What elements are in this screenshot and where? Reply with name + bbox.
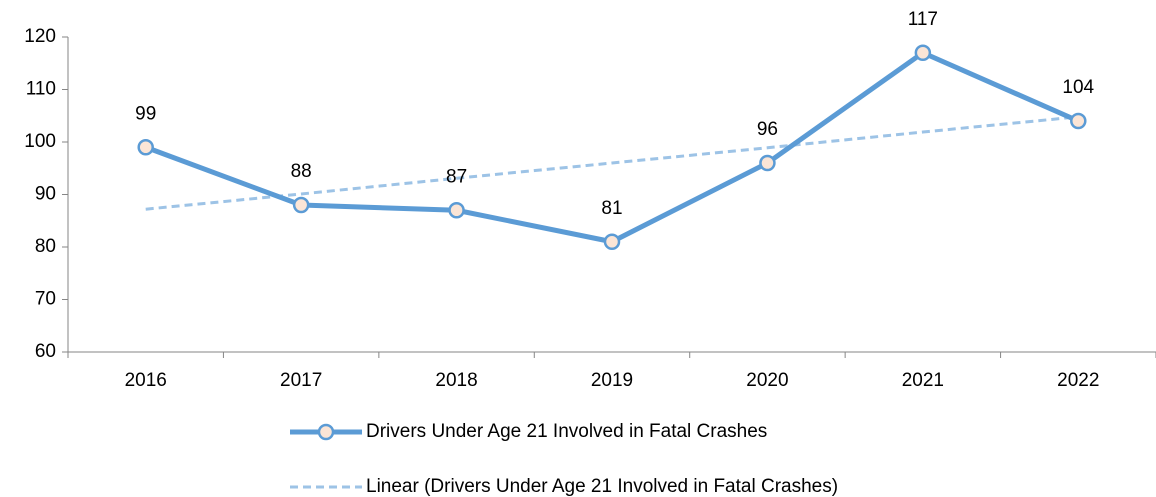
y-tick-label: 100 (24, 131, 56, 152)
data-label: 88 (291, 161, 312, 182)
y-tick-label: 80 (35, 236, 56, 257)
data-label: 87 (446, 166, 467, 187)
legend-marker (317, 423, 335, 441)
x-tick-label: 2016 (125, 370, 167, 391)
data-label: 117 (908, 9, 938, 30)
marker (137, 139, 154, 156)
legend-label: Linear (Drivers Under Age 21 Involved in… (366, 476, 838, 497)
marker (759, 154, 776, 172)
y-tick-label: 110 (26, 79, 56, 100)
x-tick-label: 2021 (902, 370, 944, 391)
y-tick-label: 60 (35, 341, 56, 362)
marker (914, 44, 932, 61)
x-tick-label: 2022 (1057, 370, 1099, 391)
data-label: 99 (135, 103, 156, 124)
x-tick-label: 2020 (746, 370, 788, 391)
marker (448, 202, 465, 219)
y-tick-label: 120 (24, 26, 56, 47)
x-tick-label: 2017 (280, 370, 322, 391)
trend-line (145, 115, 1079, 211)
marker (292, 196, 310, 214)
data-label: 104 (1062, 77, 1094, 98)
legend-label: Drivers Under Age 21 Involved in Fatal C… (366, 421, 767, 442)
x-tick-label: 2019 (591, 370, 633, 391)
data-label: 96 (757, 119, 778, 140)
y-tick-label: 70 (35, 289, 56, 310)
y-tick-label: 90 (35, 184, 56, 205)
marker (1070, 112, 1087, 130)
marker (603, 233, 621, 250)
data-label: 81 (601, 198, 622, 219)
x-tick-label: 2018 (435, 370, 477, 391)
